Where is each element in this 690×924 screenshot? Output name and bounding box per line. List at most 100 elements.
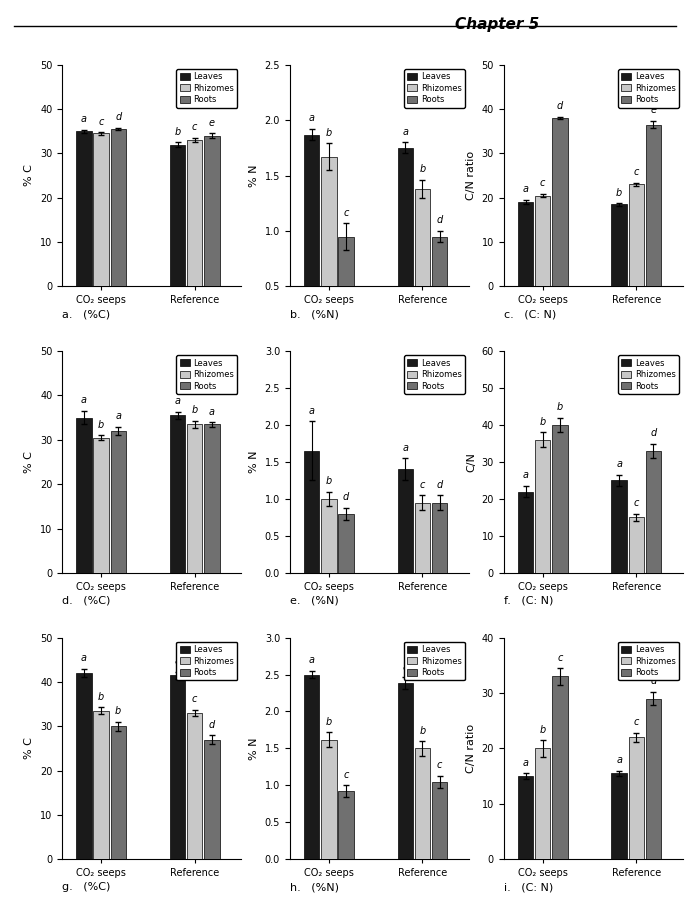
Y-axis label: C/N: C/N bbox=[466, 452, 476, 472]
Legend: Leaves, Rhizomes, Roots: Leaves, Rhizomes, Roots bbox=[404, 642, 465, 680]
Text: c: c bbox=[633, 498, 639, 508]
Bar bbox=[518, 776, 533, 859]
Y-axis label: C/N ratio: C/N ratio bbox=[466, 151, 476, 201]
Legend: Leaves, Rhizomes, Roots: Leaves, Rhizomes, Roots bbox=[618, 356, 679, 394]
Bar bbox=[93, 133, 109, 286]
Bar bbox=[110, 726, 126, 859]
Text: b: b bbox=[326, 128, 332, 138]
Text: c.   (C: N): c. (C: N) bbox=[504, 310, 556, 320]
Bar bbox=[304, 135, 319, 342]
Text: d: d bbox=[651, 428, 657, 438]
Text: b: b bbox=[326, 476, 332, 486]
Bar bbox=[415, 748, 430, 859]
Text: d: d bbox=[557, 101, 563, 111]
Bar bbox=[170, 144, 185, 286]
Y-axis label: % C: % C bbox=[24, 451, 34, 473]
Bar bbox=[397, 469, 413, 573]
Text: d.   (%C): d. (%C) bbox=[62, 596, 110, 606]
Text: a: a bbox=[522, 758, 529, 768]
Text: c: c bbox=[343, 770, 348, 780]
Bar bbox=[338, 514, 354, 573]
Y-axis label: % N: % N bbox=[249, 451, 259, 473]
Text: c: c bbox=[557, 652, 562, 663]
Bar bbox=[93, 711, 109, 859]
Bar bbox=[397, 684, 413, 859]
Text: a: a bbox=[115, 411, 121, 421]
Bar bbox=[397, 148, 413, 342]
Text: e.   (%N): e. (%N) bbox=[290, 596, 339, 606]
Text: d: d bbox=[437, 215, 443, 225]
Text: Chapter 5: Chapter 5 bbox=[455, 17, 539, 31]
Text: b: b bbox=[98, 692, 104, 701]
Text: b: b bbox=[115, 706, 121, 716]
Legend: Leaves, Rhizomes, Roots: Leaves, Rhizomes, Roots bbox=[404, 356, 465, 394]
Text: b: b bbox=[616, 188, 622, 198]
Text: b: b bbox=[557, 402, 563, 412]
Bar bbox=[170, 416, 185, 573]
Bar bbox=[611, 480, 627, 573]
Text: i.   (C: N): i. (C: N) bbox=[504, 882, 553, 893]
Text: c: c bbox=[437, 760, 442, 771]
Bar bbox=[204, 424, 219, 573]
Text: a: a bbox=[308, 406, 315, 416]
Bar bbox=[170, 675, 185, 859]
Text: a: a bbox=[522, 470, 529, 480]
Text: b.   (%N): b. (%N) bbox=[290, 310, 339, 320]
Legend: Leaves, Rhizomes, Roots: Leaves, Rhizomes, Roots bbox=[404, 69, 465, 107]
Text: a: a bbox=[81, 653, 87, 663]
Bar bbox=[535, 196, 551, 286]
Text: b: b bbox=[192, 406, 198, 415]
Text: c: c bbox=[343, 208, 348, 218]
Bar bbox=[110, 129, 126, 286]
Text: b: b bbox=[98, 419, 104, 430]
Text: d: d bbox=[209, 720, 215, 730]
Text: d: d bbox=[343, 492, 349, 503]
Text: a: a bbox=[616, 755, 622, 765]
Text: f.   (C: N): f. (C: N) bbox=[504, 596, 553, 606]
Text: a: a bbox=[402, 443, 408, 453]
Bar bbox=[93, 438, 109, 573]
Bar bbox=[611, 773, 627, 859]
Text: g.   (%C): g. (%C) bbox=[62, 882, 110, 893]
Text: e: e bbox=[209, 118, 215, 128]
Bar bbox=[552, 118, 568, 286]
Bar bbox=[304, 675, 319, 859]
Bar bbox=[76, 131, 92, 286]
Text: e: e bbox=[651, 105, 656, 116]
Text: a: a bbox=[402, 127, 408, 137]
Text: d: d bbox=[437, 480, 443, 490]
Bar bbox=[535, 748, 551, 859]
Bar bbox=[321, 157, 337, 342]
Bar bbox=[204, 136, 219, 286]
Y-axis label: C/N ratio: C/N ratio bbox=[466, 723, 476, 773]
Text: a: a bbox=[175, 396, 181, 407]
Bar bbox=[76, 673, 92, 859]
Legend: Leaves, Rhizomes, Roots: Leaves, Rhizomes, Roots bbox=[177, 69, 237, 107]
Bar bbox=[76, 418, 92, 573]
Text: b: b bbox=[420, 725, 426, 736]
Text: b: b bbox=[326, 717, 332, 726]
Bar bbox=[187, 713, 202, 859]
Bar bbox=[432, 503, 447, 573]
Bar bbox=[646, 125, 661, 286]
Bar bbox=[535, 440, 551, 573]
Text: a: a bbox=[81, 115, 87, 125]
Bar bbox=[321, 739, 337, 859]
Text: c: c bbox=[192, 694, 197, 704]
Bar bbox=[204, 739, 219, 859]
Bar bbox=[187, 424, 202, 573]
Text: a: a bbox=[308, 655, 315, 665]
Bar bbox=[552, 425, 568, 573]
Bar bbox=[321, 499, 337, 573]
Bar bbox=[415, 503, 430, 573]
Text: a: a bbox=[209, 407, 215, 417]
Text: d: d bbox=[115, 112, 121, 122]
Text: a: a bbox=[616, 459, 622, 469]
Text: b: b bbox=[540, 417, 546, 427]
Legend: Leaves, Rhizomes, Roots: Leaves, Rhizomes, Roots bbox=[618, 642, 679, 680]
Text: c: c bbox=[633, 717, 639, 727]
Text: h.   (%N): h. (%N) bbox=[290, 882, 339, 893]
Bar bbox=[432, 237, 447, 342]
Y-axis label: % N: % N bbox=[249, 164, 259, 187]
Text: a.   (%C): a. (%C) bbox=[62, 310, 110, 320]
